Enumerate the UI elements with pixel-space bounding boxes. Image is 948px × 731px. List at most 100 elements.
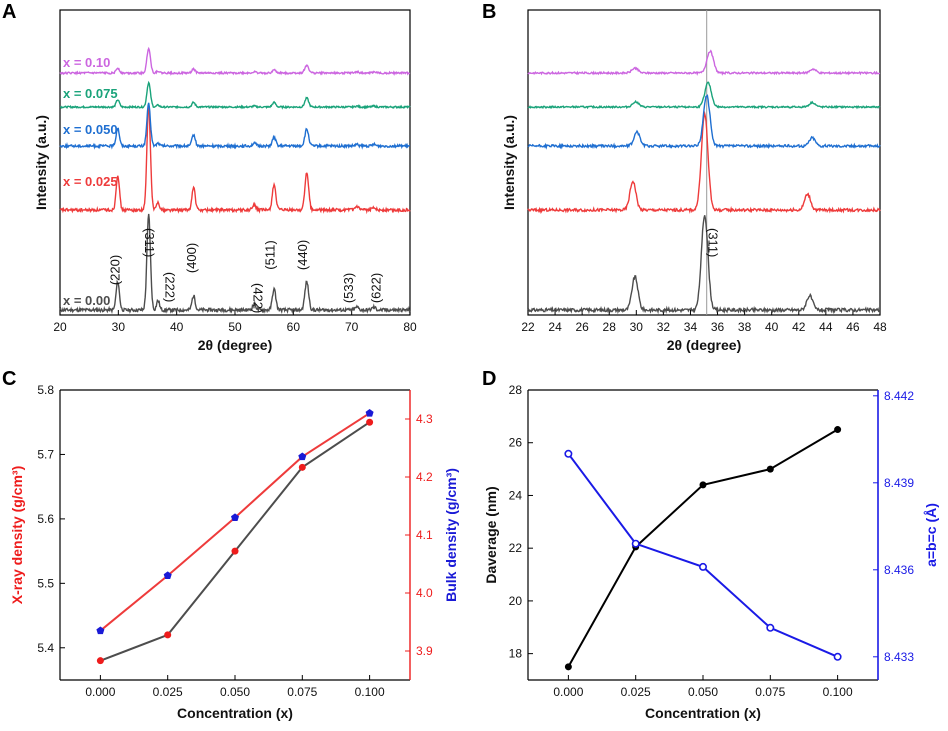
panel-b-xtick-label: 24 xyxy=(548,320,562,334)
panel-c-ytick-right-label: 4.3 xyxy=(416,412,433,426)
panel-c-point xyxy=(163,571,172,579)
panel-a-xtick-label: 20 xyxy=(53,320,67,334)
panel-a-xtick-label: 40 xyxy=(170,320,184,334)
panel-c-ylabel-left: X-ray density (g/cm³) xyxy=(9,466,25,604)
panel-c-xlabel: Concentration (x) xyxy=(177,705,293,721)
panel-b-pattern-line xyxy=(527,94,881,150)
panel-d-point xyxy=(834,426,842,434)
panel-d-ylabel-left: Daverage (nm) xyxy=(483,486,499,583)
panel-b-xtick-label: 36 xyxy=(711,320,725,334)
panel-c-point xyxy=(164,631,172,639)
panel-d-xtick-label: 0.025 xyxy=(621,685,651,699)
panel-b-xtick-label: 38 xyxy=(738,320,752,334)
panel-a-peak-label: (311) xyxy=(142,228,157,257)
panel-c-point xyxy=(96,626,105,635)
panel-d-ytick-right-label: 8.433 xyxy=(884,650,914,664)
panel-d-point xyxy=(631,539,640,548)
panel-a-xtick-label: 70 xyxy=(345,320,359,334)
panel-c-xtick-label: 0.100 xyxy=(355,685,385,699)
panel-d-crystallite-lattice: 0.000 0.025 0.050 0.075 0.100 18 20 22 24 26 28 8.4… xyxy=(483,383,939,721)
panel-c-xtick-label: 0.025 xyxy=(153,685,183,699)
panel-a-series-label: x = 0.10 xyxy=(63,55,110,70)
panel-a-peak-label: (440) xyxy=(295,240,310,270)
panel-d-ylabel-right: a=b=c (Å) xyxy=(923,503,939,567)
panel-b-pattern-line xyxy=(527,49,881,76)
panel-a-pattern-line xyxy=(59,106,411,215)
panel-c-xtick-label: 0.050 xyxy=(220,685,250,699)
panel-b-xrd-zoom: 22 24 26 28 30 32 34 36 38 40 42 44 46 48 2θ (degree) I… xyxy=(501,9,887,353)
panel-d-ytick-right-label: 8.442 xyxy=(884,389,914,403)
panel-a-peak-label: (511) xyxy=(263,240,278,269)
panel-c-ylabel-right: Bulk density (g/cm³) xyxy=(443,468,459,602)
panel-a-series-label: x = 0.050 xyxy=(63,122,118,137)
panel-c-xtick-label: 0.000 xyxy=(85,685,115,699)
panel-c-point xyxy=(231,547,239,555)
panel-a-xtick-label: 30 xyxy=(112,320,126,334)
panel-c-series-line xyxy=(99,412,371,632)
panel-a-pattern-line xyxy=(59,46,411,77)
panel-c-ytick-right-label: 4.1 xyxy=(416,528,433,542)
panel-a-pattern-line xyxy=(59,213,411,315)
panel-b-xtick-label: 34 xyxy=(684,320,698,334)
panel-a-peak-label: (400) xyxy=(184,243,199,273)
panel-d-ytick-label: 24 xyxy=(509,488,523,502)
panel-b-pattern-line xyxy=(527,111,881,215)
panel-a-series-label: x = 0.075 xyxy=(63,86,118,101)
panel-b-xtick-label: 22 xyxy=(521,320,535,334)
panel-a-peak-label: (220) xyxy=(108,255,123,285)
panel-b-xtick-label: 26 xyxy=(575,320,589,334)
panel-c-density: 0.000 0.025 0.050 0.075 0.100 5.4 5.5 5.6 5.7 5.8… xyxy=(9,383,459,721)
panel-d-point xyxy=(766,465,774,473)
panel-a-peak-label: (422) xyxy=(251,283,266,313)
panel-letter-a: A xyxy=(2,1,16,23)
panel-a-peak-label: (222) xyxy=(163,272,178,302)
panel-a-xtick-label: 80 xyxy=(403,320,417,334)
panel-a-series-label: x = 0.00 xyxy=(63,293,110,308)
panel-b-xtick-label: 48 xyxy=(873,320,887,334)
panel-c-point xyxy=(298,452,307,461)
panel-d-ytick-label: 22 xyxy=(509,541,523,555)
panel-d-ytick-label: 28 xyxy=(509,383,523,397)
panel-d-ytick-right-label: 8.439 xyxy=(884,476,914,490)
panel-a-xtick-label: 60 xyxy=(287,320,301,334)
panel-c-point xyxy=(96,657,104,665)
panel-a-ylabel: Intensity (a.u.) xyxy=(33,115,49,210)
panel-d-point xyxy=(833,652,842,661)
panel-c-ytick-right-label: 3.9 xyxy=(416,644,433,658)
panel-b-xtick-label: 28 xyxy=(603,320,617,334)
panel-a-xlabel: 2θ (degree) xyxy=(198,337,272,353)
panel-c-ytick-right-label: 4.2 xyxy=(416,470,433,484)
panel-b-xtick-label: 44 xyxy=(819,320,833,334)
panel-c-ytick-label: 5.5 xyxy=(37,576,54,590)
panel-d-xlabel: Concentration (x) xyxy=(645,705,761,721)
panel-d-ytick-label: 26 xyxy=(509,436,523,450)
panel-b-pattern-line xyxy=(527,81,881,110)
panel-d-xtick-label: 0.000 xyxy=(553,685,583,699)
panel-b-xtick-label: 32 xyxy=(657,320,671,334)
panel-d-point xyxy=(699,481,707,489)
panel-b-xtick-label: 40 xyxy=(765,320,779,334)
panel-a-pattern-line xyxy=(59,80,411,110)
panel-letter-c: C xyxy=(2,368,16,390)
panel-d-series-line xyxy=(567,428,839,668)
panel-b-xtick-label: 30 xyxy=(630,320,644,334)
panel-b-xtick-label: 46 xyxy=(846,320,860,334)
panel-d-xtick-label: 0.075 xyxy=(755,685,785,699)
panel-a-series-label: x = 0.025 xyxy=(63,174,118,189)
panel-d-point xyxy=(564,449,573,458)
panel-c-point xyxy=(231,513,239,521)
panel-a-peak-label: (622) xyxy=(368,273,383,303)
panel-d-xtick-label: 0.100 xyxy=(823,685,853,699)
panel-c-point xyxy=(366,418,374,426)
panel-a-xtick-label: 50 xyxy=(228,320,242,334)
panel-c-point xyxy=(298,463,306,471)
panel-c-point xyxy=(365,409,374,417)
panel-a-xrd-full: 20 30 40 50 60 70 80 2θ (degree) Intensity (a.u.… xyxy=(33,9,417,353)
panel-a-pattern-line xyxy=(59,102,411,150)
panel-b-xtick-label: 42 xyxy=(792,320,806,334)
panel-d-xtick-label: 0.050 xyxy=(688,685,718,699)
panel-d-point xyxy=(766,623,775,632)
panel-b-frame xyxy=(527,9,881,316)
panel-b-peak-label: (311) xyxy=(706,228,721,257)
